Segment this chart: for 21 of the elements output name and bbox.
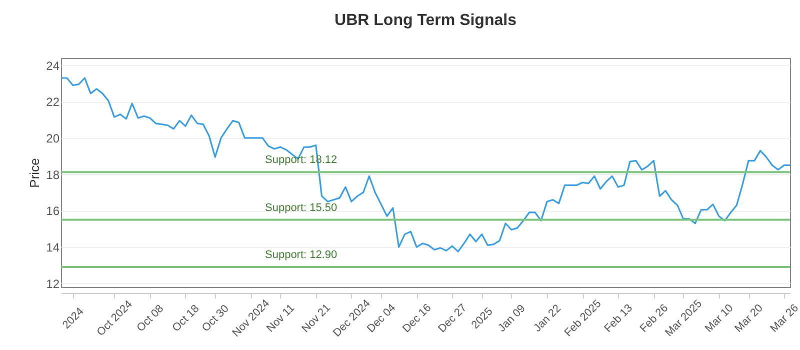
x-tick-label: Oct 08 xyxy=(134,302,166,334)
x-tick-label: Feb 13 xyxy=(602,302,635,335)
y-tick-label: 14 xyxy=(46,240,60,255)
x-tick-label: Dec 27 xyxy=(436,302,470,336)
x-tick-label: Oct 30 xyxy=(200,302,232,334)
ref-line-label: Support: 15.50 xyxy=(265,202,338,214)
x-tick-label: Nov 21 xyxy=(300,302,333,336)
y-axis-title: Price xyxy=(27,158,42,188)
y-tick-label: 16 xyxy=(46,204,60,218)
y-tick-label: 18 xyxy=(46,168,60,182)
x-tick-label: Dec 16 xyxy=(400,302,434,336)
y-tick-label: 12 xyxy=(46,276,60,291)
x-tick-label: Mar 26 xyxy=(768,302,800,335)
ref-line-label: Support: 12.90 xyxy=(265,249,338,262)
y-tick-label: 20 xyxy=(46,131,60,146)
y-tick-label: 22 xyxy=(46,95,60,110)
x-tick-label: Jan 09 xyxy=(496,302,528,334)
y-tick-label: 24 xyxy=(46,58,60,73)
x-tick-label: Oct 18 xyxy=(170,302,202,334)
chart-title: UBR Long Term Signals xyxy=(334,12,517,29)
x-tick-label: Jan 22 xyxy=(532,302,564,334)
